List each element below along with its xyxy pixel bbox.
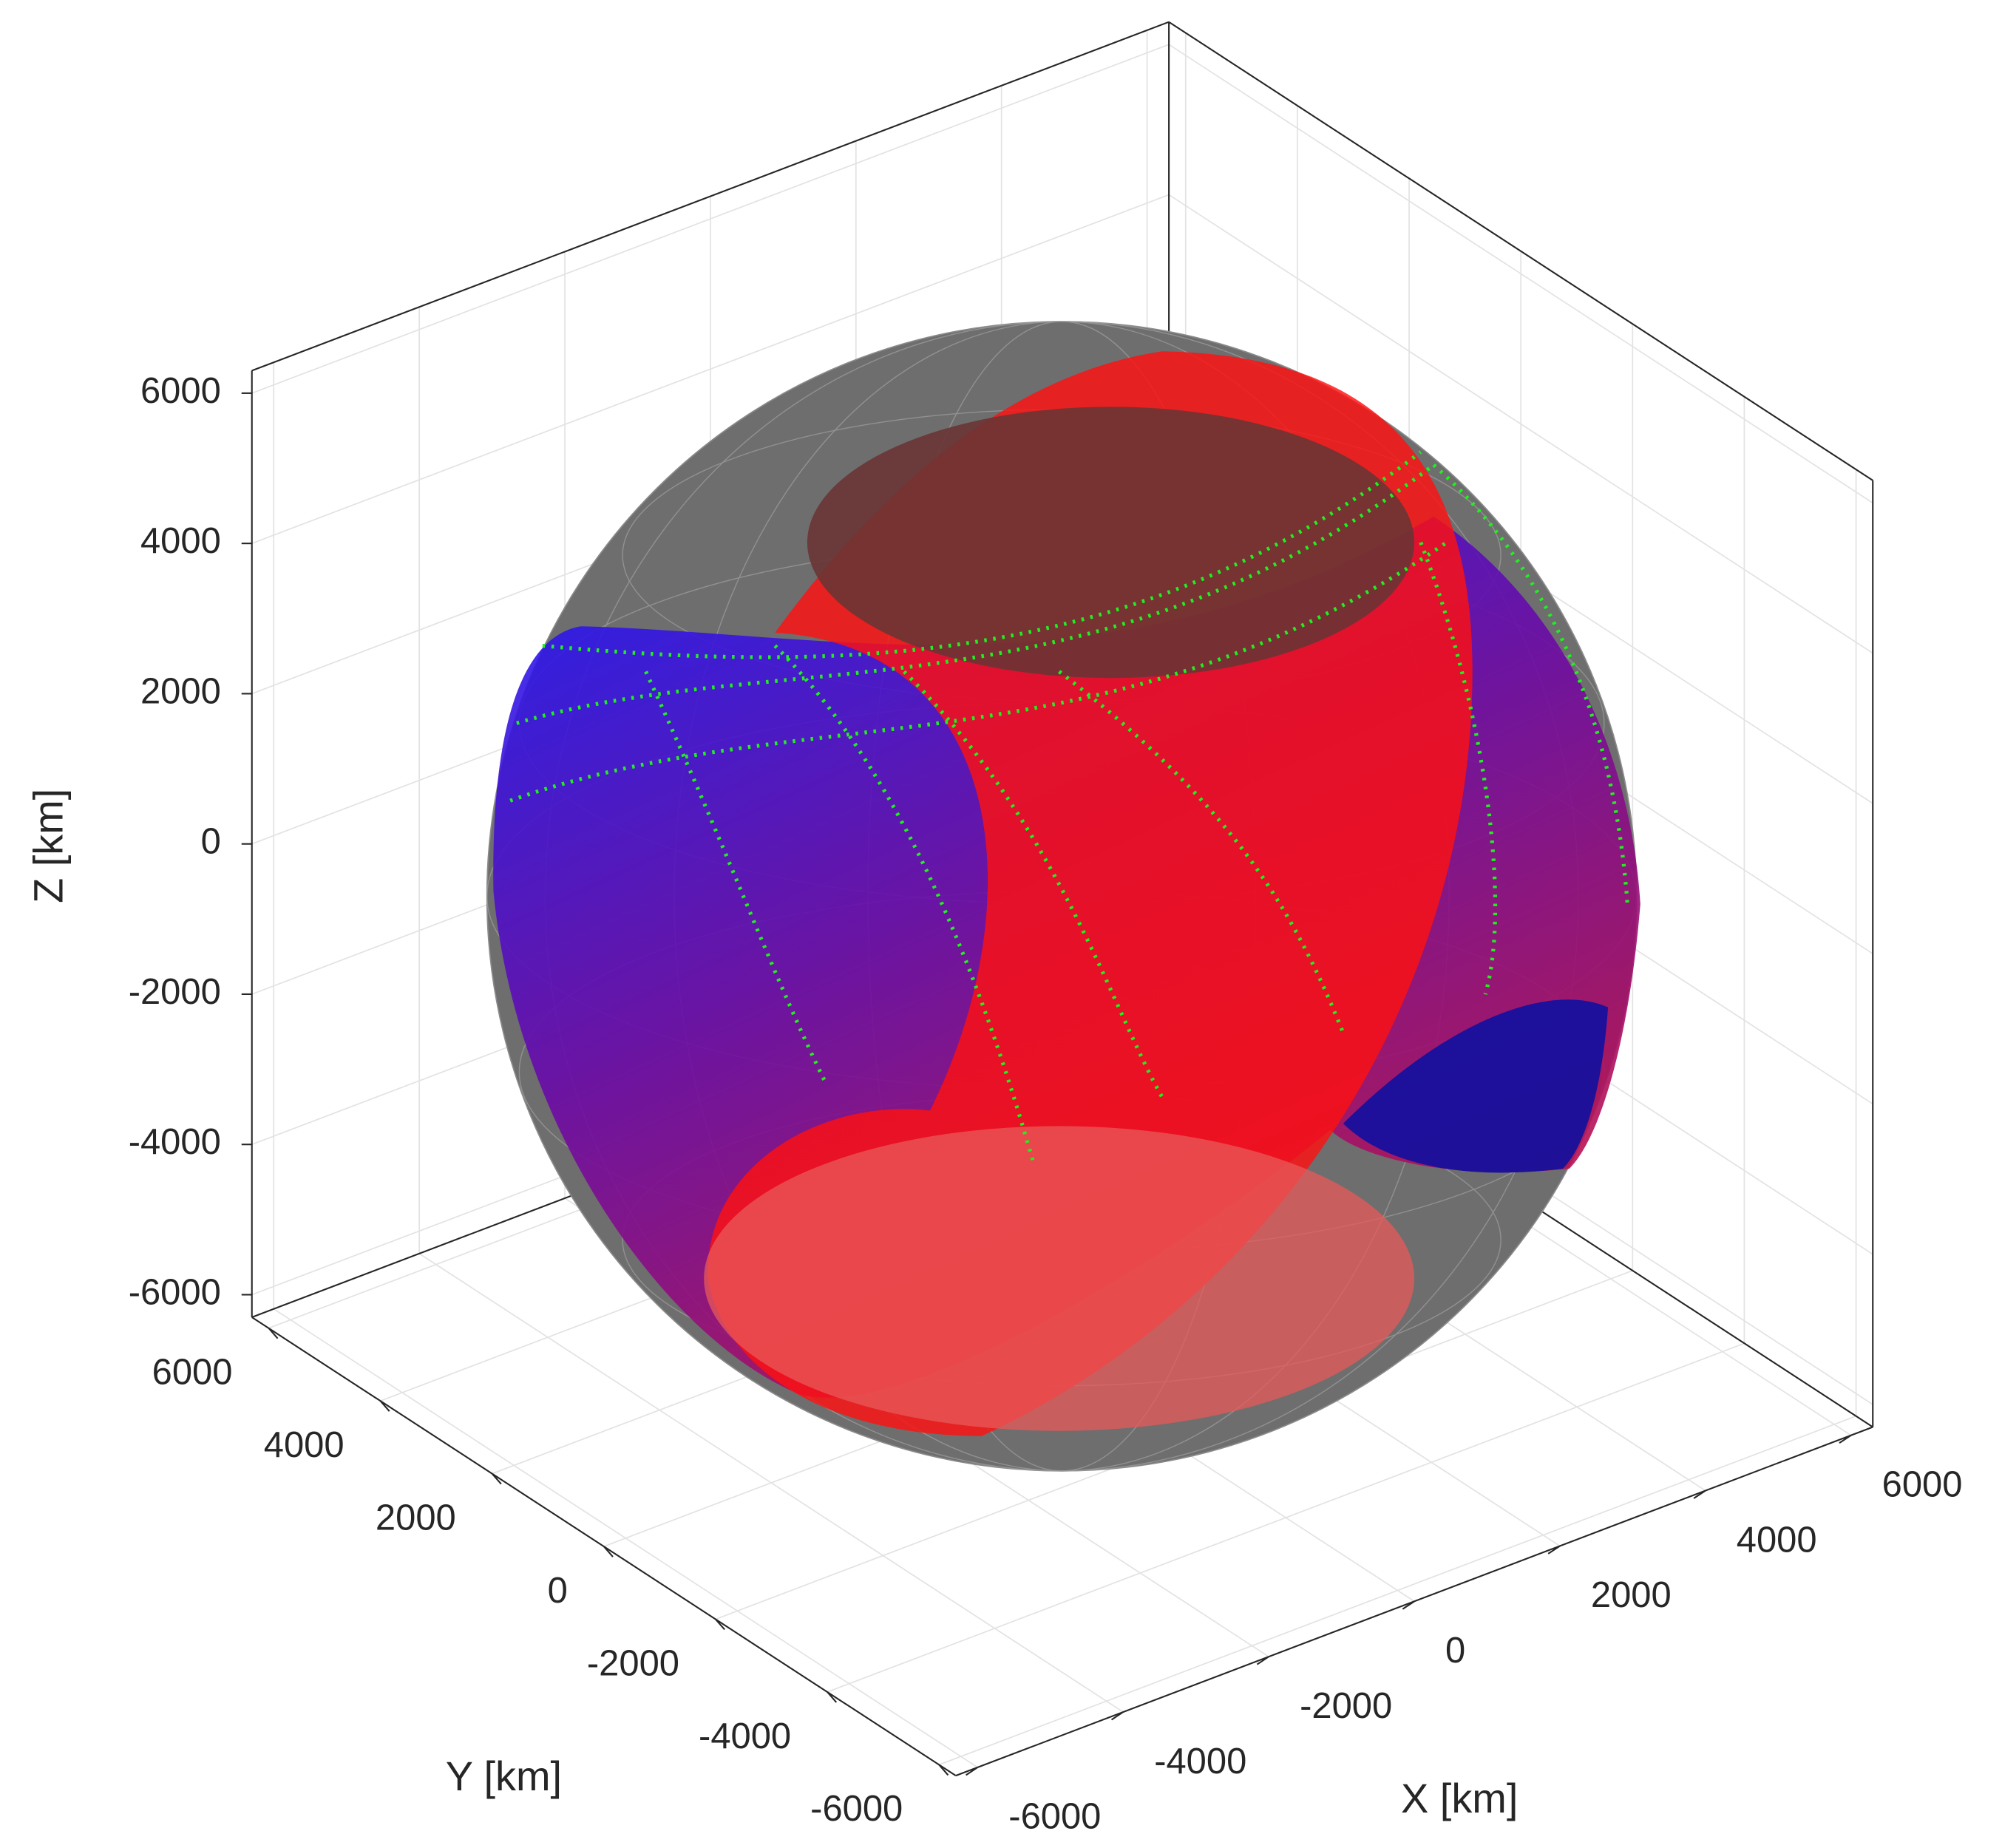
y-grid-line [827,1342,1745,1693]
box-edge [1168,21,1873,481]
y-axis-label: Y [km] [446,1753,562,1799]
box-edge [251,21,1170,372]
x-tick-mark [1256,1656,1269,1665]
x-tick-mark [1839,1434,1852,1444]
y-tick-label: -2000 [587,1643,679,1683]
box-edge [955,1426,1873,1777]
green-tracks [509,450,1629,1164]
red-track-lower [704,1126,1415,1431]
x-tick-label: -2000 [1300,1686,1392,1726]
z-axis-label: Z [km] [25,789,72,903]
y-tick-mark [379,1400,390,1412]
y-tick-mark [827,1691,838,1703]
x-tick-label: -4000 [1154,1742,1246,1781]
y-tick-label: -6000 [810,1789,903,1829]
z-grid-line [1168,44,1873,504]
x-tick-mark [1547,1545,1561,1555]
y-tick-label: -4000 [699,1716,791,1756]
z-tick-label: -2000 [129,972,221,1012]
z-grid-line [251,44,1170,394]
x-axis-label: X [km] [1401,1775,1518,1821]
red-track-cap [807,407,1415,679]
y-tick-mark [938,1764,949,1776]
z-tick-label: -6000 [129,1272,221,1312]
z-tick-label: 4000 [140,521,221,561]
y-tick-label: 4000 [264,1425,345,1465]
blue-track-cap [1343,999,1609,1173]
sphere-and-tracks [486,321,1640,1472]
z-tick-label: 0 [201,822,221,862]
z-tick-label: 2000 [140,671,221,711]
x-tick-mark [1402,1600,1415,1610]
z-tick-label: 6000 [140,371,221,411]
y-tick-label: 6000 [152,1353,233,1393]
z-grid-line [251,194,1170,544]
x-tick-label: -6000 [1008,1797,1101,1837]
z-tick-label: -4000 [129,1122,221,1162]
y-tick-mark [491,1472,502,1485]
x-tick-label: 2000 [1591,1575,1672,1615]
x-tick-label: 6000 [1882,1465,1963,1505]
x-tick-mark [966,1767,978,1776]
y-tick-label: 0 [548,1571,568,1611]
x-tick-label: 0 [1445,1631,1465,1671]
y-tick-label: 2000 [376,1498,456,1538]
x-tick-mark [1110,1711,1124,1721]
y-grid-line [938,1415,1856,1766]
y-tick-mark [268,1328,279,1339]
y-tick-mark [603,1546,614,1557]
z-grid-line [1168,194,1873,654]
x-tick-mark [1693,1489,1706,1499]
y-tick-mark [715,1618,725,1631]
x-tick-label: 4000 [1737,1520,1817,1560]
